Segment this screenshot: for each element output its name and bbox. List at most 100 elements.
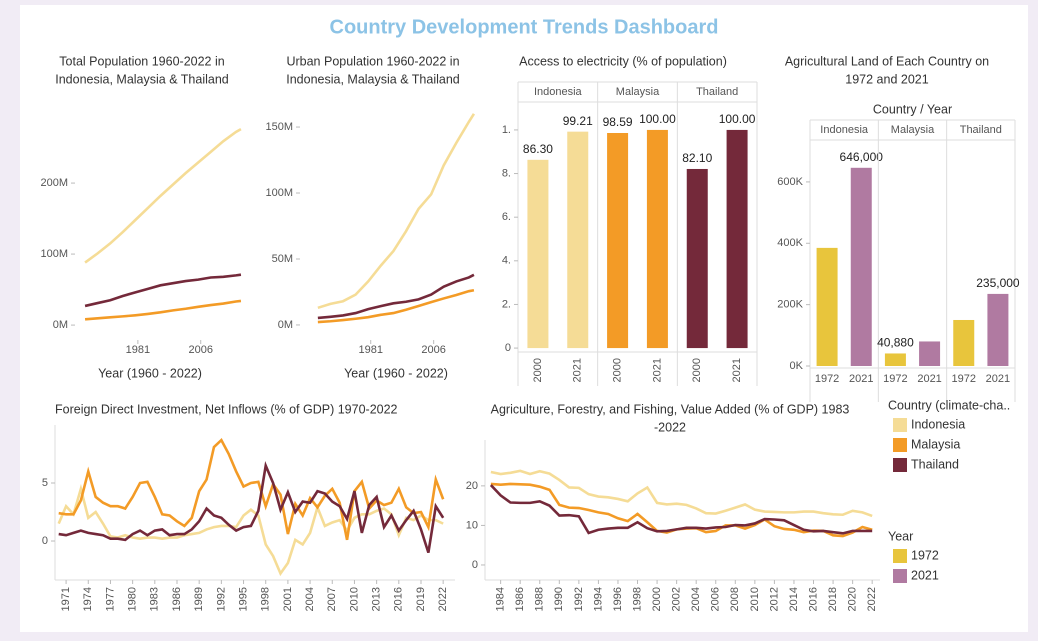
chart-title: -2022 bbox=[654, 420, 686, 434]
value-label: 82.10 bbox=[682, 151, 712, 165]
x-tick-label: 2010 bbox=[749, 587, 761, 611]
x-tick-label: 2021 bbox=[849, 373, 873, 385]
category-label: Indonesia bbox=[534, 86, 583, 98]
y-tick-label: 0 bbox=[505, 342, 511, 354]
chart-title: Access to electricity (% of population) bbox=[519, 54, 727, 68]
y-tick-label: 5 bbox=[42, 477, 48, 489]
x-tick-label: 1984 bbox=[495, 587, 507, 611]
legend-swatch bbox=[893, 549, 907, 563]
x-tick-label: 1992 bbox=[573, 587, 585, 611]
x-tick-label: 1972 bbox=[952, 373, 976, 385]
x-tick-label: 1994 bbox=[592, 587, 604, 611]
series-line bbox=[317, 288, 475, 324]
x-tick-label: 1981 bbox=[358, 344, 382, 356]
legend-label: Indonesia bbox=[911, 417, 965, 431]
chart-title: Agricultural Land of Each Country on bbox=[785, 54, 989, 68]
x-tick-label: 2000 bbox=[611, 358, 623, 382]
y-tick-label: 150M bbox=[265, 121, 293, 133]
chart-title: Foreign Direct Investment, Net Inflows (… bbox=[55, 402, 398, 416]
x-tick-label: 1992 bbox=[215, 587, 227, 611]
series-line bbox=[317, 113, 476, 310]
legend-label: 2021 bbox=[911, 568, 939, 582]
x-tick-label: 2021 bbox=[731, 358, 743, 382]
x-tick-label: 2010 bbox=[348, 587, 360, 611]
x-tick-label: 2000 bbox=[532, 358, 544, 382]
value-label: 98.59 bbox=[603, 115, 633, 129]
bar bbox=[919, 341, 941, 367]
series-line bbox=[317, 273, 475, 320]
x-tick-label: 2021 bbox=[572, 358, 584, 382]
y-tick-label: 0M bbox=[278, 319, 293, 331]
legend-title: Country (climate-cha.. bbox=[888, 398, 1010, 412]
value-label: 235,000 bbox=[976, 276, 1020, 290]
x-tick-label: 1986 bbox=[514, 587, 526, 611]
x-tick-label: 1980 bbox=[127, 587, 139, 611]
series-line bbox=[58, 460, 445, 554]
x-tick-label: 2006 bbox=[188, 344, 212, 356]
category-label: Thailand bbox=[696, 86, 738, 98]
x-tick-label: 2018 bbox=[827, 587, 839, 611]
y-tick-label: 6. bbox=[502, 211, 511, 223]
chart-title: Urban Population 1960-2022 in bbox=[286, 54, 459, 68]
y-tick-label: 10 bbox=[466, 519, 478, 531]
y-tick-label: 20 bbox=[466, 480, 478, 492]
x-tick-label: 1996 bbox=[612, 587, 624, 611]
series-line bbox=[84, 273, 242, 308]
bar bbox=[646, 129, 668, 349]
y-tick-label: 200K bbox=[777, 299, 803, 311]
bar bbox=[987, 293, 1009, 367]
x-tick-label: 1988 bbox=[534, 587, 546, 611]
dashboard-title: Country Development Trends Dashboard bbox=[330, 16, 719, 38]
y-tick-label: 2. bbox=[502, 298, 511, 310]
bar bbox=[607, 132, 629, 349]
legend-swatch bbox=[893, 418, 907, 432]
x-tick-label: 2000 bbox=[651, 587, 663, 611]
x-tick-label: 2016 bbox=[393, 587, 405, 611]
series-line bbox=[490, 469, 873, 518]
chart-title: Total Population 1960-2022 in bbox=[59, 54, 224, 68]
bar bbox=[884, 353, 906, 367]
y-tick-label: 8. bbox=[502, 167, 511, 179]
bar bbox=[686, 168, 708, 349]
category-label: Malaysia bbox=[616, 86, 660, 98]
x-tick-label: 1990 bbox=[553, 587, 565, 611]
value-label: 100.00 bbox=[639, 112, 676, 126]
value-label: 100.00 bbox=[719, 112, 756, 126]
category-label: Malaysia bbox=[891, 124, 935, 136]
value-label: 40,880 bbox=[877, 336, 914, 350]
x-tick-label: 1986 bbox=[171, 587, 183, 611]
x-tick-label: 2021 bbox=[651, 358, 663, 382]
y-tick-label: 0M bbox=[53, 319, 68, 331]
x-tick-label: 2013 bbox=[371, 587, 383, 611]
legend-label: 1972 bbox=[911, 548, 939, 562]
bar bbox=[953, 319, 975, 367]
x-tick-label: 2006 bbox=[421, 344, 445, 356]
legend-swatch bbox=[893, 458, 907, 472]
x-tick-label: 1998 bbox=[631, 587, 643, 611]
series-line bbox=[489, 484, 873, 535]
y-tick-label: 100M bbox=[40, 248, 68, 260]
y-tick-label: 0 bbox=[42, 535, 48, 547]
legend-title: Year bbox=[888, 529, 913, 543]
x-tick-label: 2016 bbox=[807, 587, 819, 611]
x-tick-label: 2021 bbox=[917, 373, 941, 385]
y-tick-label: 200M bbox=[40, 177, 68, 189]
x-tick-label: 2001 bbox=[282, 587, 294, 611]
legend-label: Malaysia bbox=[911, 437, 960, 451]
x-tick-label: 2000 bbox=[691, 358, 703, 382]
x-tick-label: 2002 bbox=[671, 587, 683, 611]
x-tick-label: 1971 bbox=[60, 587, 72, 611]
chart-title: Agriculture, Forestry, and Fishing, Valu… bbox=[491, 402, 850, 416]
x-tick-label: 2006 bbox=[710, 587, 722, 611]
x-tick-label: 2022 bbox=[437, 587, 449, 611]
x-tick-label: 1983 bbox=[149, 587, 161, 611]
x-tick-label: 1998 bbox=[260, 587, 272, 611]
x-tick-label: 2004 bbox=[690, 587, 702, 611]
x-tick-label: 2019 bbox=[415, 587, 427, 611]
category-label: Indonesia bbox=[820, 124, 869, 136]
x-tick-label: 1981 bbox=[126, 344, 150, 356]
x-tick-label: 2008 bbox=[729, 587, 741, 611]
x-axis-label: Year (1960 - 2022) bbox=[98, 366, 202, 380]
x-tick-label: 2020 bbox=[847, 587, 859, 611]
